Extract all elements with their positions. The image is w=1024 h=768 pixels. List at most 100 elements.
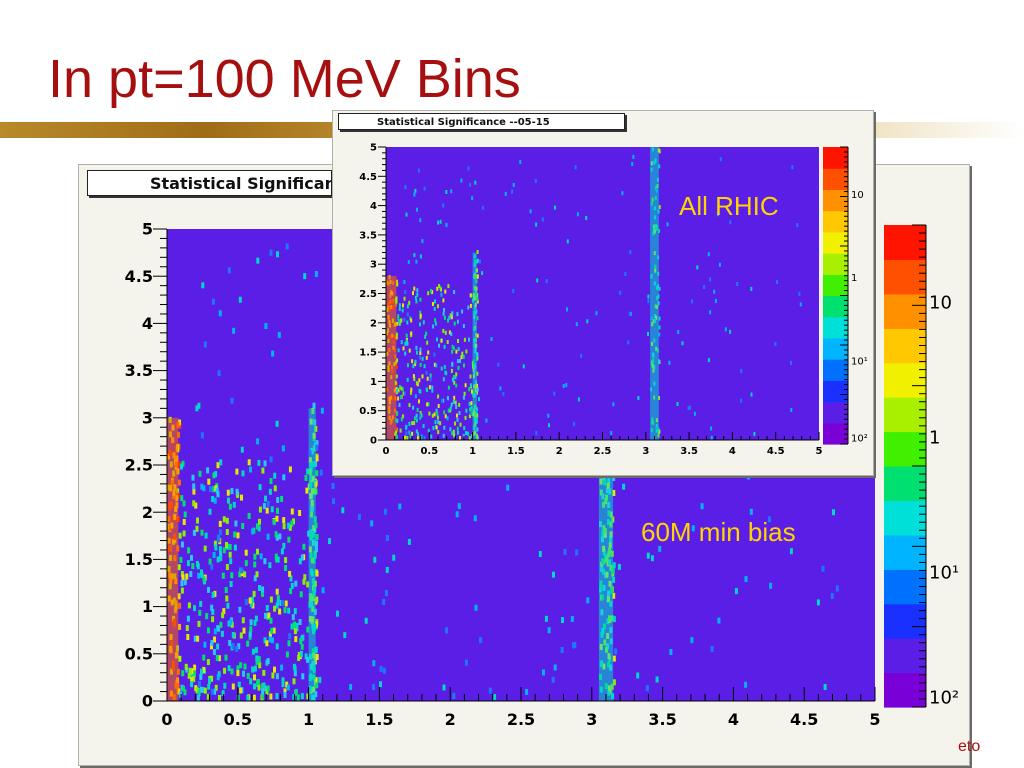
main-heat-cell — [228, 503, 232, 510]
inset-heat-cell — [397, 348, 400, 353]
inset-heat-cell — [545, 279, 548, 284]
main-heat-cell — [268, 631, 272, 638]
main-y-tick-label: 2 — [142, 503, 153, 522]
inset-color-scale-band — [823, 168, 848, 190]
main-heat-cell — [278, 608, 282, 615]
inset-heat-cell — [414, 394, 417, 399]
inset-heat-cell — [405, 424, 408, 429]
inset-heat-cell — [413, 416, 416, 421]
main-heat-cell — [646, 552, 650, 559]
inset-heat-cell — [418, 399, 420, 404]
main-heat-cell — [244, 549, 248, 556]
main-heat-cell — [488, 687, 492, 694]
inset-color-scale-band — [823, 380, 848, 403]
inset-y-tick-label: 3 — [370, 260, 377, 271]
inset-heat-cell — [448, 315, 451, 320]
inset-heat-cell — [405, 431, 408, 436]
inset-heat-cell — [455, 349, 458, 354]
inset-heat-cell — [504, 192, 507, 196]
inset-heat-cell — [401, 387, 404, 392]
main-heat-cell — [479, 637, 483, 644]
inset-heat-cell — [426, 340, 429, 345]
main-heat-cell — [241, 470, 245, 477]
main-heat-cell — [744, 681, 748, 688]
main-heat-cell — [200, 432, 204, 439]
inset-heat-cell — [410, 390, 412, 395]
inset-x-tick-label: 0 — [383, 446, 390, 457]
main-heat-cell — [180, 571, 184, 577]
main-heat-cell — [218, 695, 221, 701]
main-heat-cell — [289, 588, 293, 595]
main-heat-cell — [216, 462, 220, 469]
main-heat-cell — [262, 682, 266, 689]
inset-heat-cell — [415, 345, 418, 350]
inset-heat-cell — [400, 386, 403, 391]
main-heat-cell — [202, 576, 206, 583]
main-heat-cell — [213, 636, 216, 643]
main-chart-annotation: 60M min bias — [641, 517, 796, 547]
inset-heat-cell — [430, 288, 432, 293]
inset-heat-cell — [456, 319, 459, 324]
inset-heat-cell — [396, 388, 399, 393]
inset-heat-cell — [431, 413, 434, 418]
main-heat-cell — [275, 588, 279, 595]
inset-heat-cell — [707, 252, 710, 257]
inset-heat-cell — [463, 391, 466, 396]
inset-heat-cell — [656, 213, 659, 218]
inset-chart-canvas: 0 0.5 1 1.5 2 2.5 3 3.5 4 4.5 5 0 0.5 1 1.5 2 2.5 3 3.5 4 4.… — [332, 110, 874, 476]
main-heat-cell — [280, 495, 284, 502]
main-heat-cell — [192, 483, 196, 490]
inset-heat-cell — [627, 340, 630, 345]
main-heat-cell — [179, 556, 183, 563]
inset-heat-cell — [406, 304, 409, 309]
main-heat-cell — [201, 282, 205, 289]
main-heat-cell — [314, 522, 318, 529]
inset-heat-cell — [396, 411, 398, 415]
main-heat-cell — [222, 516, 226, 523]
main-heat-cell — [203, 641, 207, 648]
main-heat-cell — [296, 694, 300, 701]
main-heat-cell — [306, 656, 310, 663]
main-heat-cell — [315, 470, 319, 477]
main-heat-cell — [552, 571, 555, 578]
inset-color-scale-band — [823, 253, 848, 275]
main-heat-cell — [572, 642, 575, 649]
main-heat-cell — [207, 586, 210, 593]
inset-heat-cell — [433, 412, 436, 417]
main-heat-cell — [290, 508, 294, 515]
inset-heat-cell — [595, 311, 598, 316]
main-heat-cell — [235, 468, 239, 475]
main-heat-cell — [236, 491, 240, 498]
inset-heat-cell — [450, 332, 453, 337]
inset-x-tick-label: 3.5 — [680, 446, 698, 457]
main-heat-cell — [287, 640, 291, 647]
main-heat-cell — [275, 515, 279, 522]
main-heat-cell — [243, 663, 247, 670]
inset-heat-cell — [658, 286, 661, 291]
main-heat-cell — [290, 582, 294, 589]
main-color-scale-band — [884, 225, 926, 260]
inset-heat-cell — [610, 431, 613, 435]
inset-heat-cell — [425, 387, 428, 392]
inset-heatmap-svg: 0 0.5 1 1.5 2 2.5 3 3.5 4 4.5 5 0 0.5 1 1.5 2 2.5 3 3.5 4 4.… — [359, 143, 867, 458]
main-heat-cell — [452, 692, 456, 699]
main-heat-cell — [214, 544, 218, 551]
main-heat-cell — [293, 670, 297, 677]
inset-heat-cell — [419, 347, 422, 352]
main-x-tick-label: 3.5 — [648, 710, 676, 729]
main-x-tick-label: 5 — [869, 710, 880, 729]
main-feature-line — [308, 408, 316, 701]
inset-color-scale-band — [823, 422, 848, 445]
main-heat-cell — [256, 548, 259, 555]
inset-heat-cell — [469, 293, 472, 298]
main-heat-cell — [252, 590, 256, 597]
main-heat-cell — [226, 489, 230, 496]
inset-heat-cell — [619, 290, 622, 295]
main-heat-cell — [372, 660, 376, 667]
main-heat-cell — [193, 605, 196, 612]
inset-heat-cell — [454, 400, 457, 405]
main-heat-cell — [239, 687, 243, 694]
main-heat-cell — [289, 575, 293, 582]
main-heat-cell — [769, 582, 773, 589]
main-heat-cell — [331, 483, 335, 489]
